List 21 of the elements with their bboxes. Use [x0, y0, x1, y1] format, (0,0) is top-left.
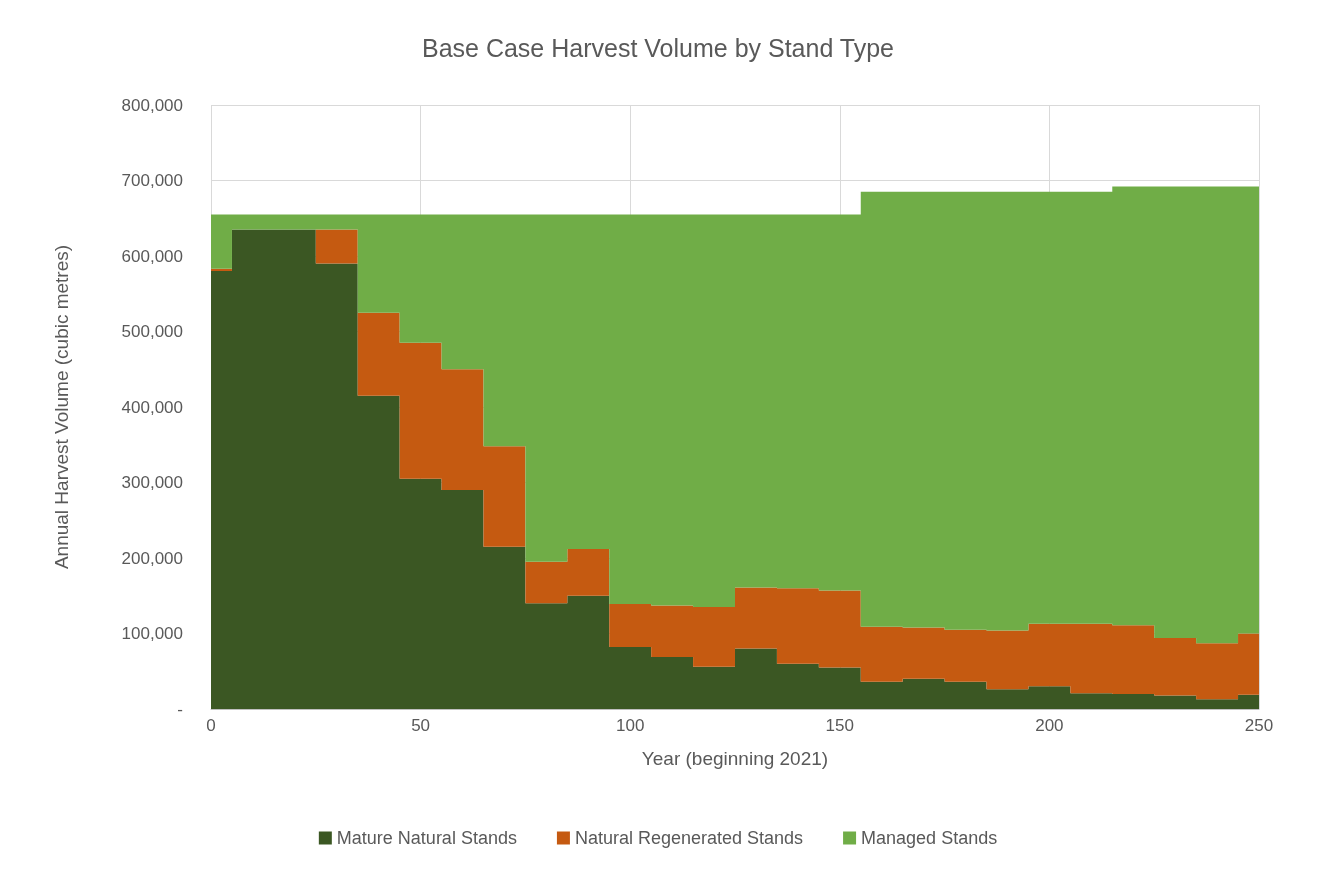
y-tick-label: 800,000 — [121, 95, 183, 115]
x-tick-label: 250 — [1244, 716, 1274, 735]
y-tick-label: 600,000 — [121, 246, 183, 266]
legend-label: Mature Natural Stands — [336, 828, 517, 848]
legend-label: Managed Stands — [861, 828, 998, 848]
y-axis-title: Annual Harvest Volume (cubic metres) — [51, 244, 72, 570]
chart-title: Base Case Harvest Volume by Stand Type — [421, 33, 895, 62]
y-tick-label: - — [177, 699, 183, 719]
x-tick-label: 150 — [825, 716, 854, 735]
x-tick-label: 200 — [1035, 716, 1064, 735]
x-tick-label: 0 — [206, 716, 216, 735]
y-tick-label: 700,000 — [121, 171, 183, 190]
y-tick-label: 200,000 — [121, 548, 183, 568]
legend-label: Natural Regenerated Stands — [574, 828, 804, 848]
x-tick-label: 100 — [616, 716, 645, 735]
y-tick-label: 400,000 — [121, 397, 183, 417]
y-tick-label: 300,000 — [121, 473, 183, 492]
x-tick-label: 50 — [411, 716, 431, 735]
x-axis-title: Year (beginning 2021) — [641, 748, 829, 769]
y-tick-label: 500,000 — [121, 322, 183, 341]
y-tick-label: 100,000 — [121, 624, 183, 643]
